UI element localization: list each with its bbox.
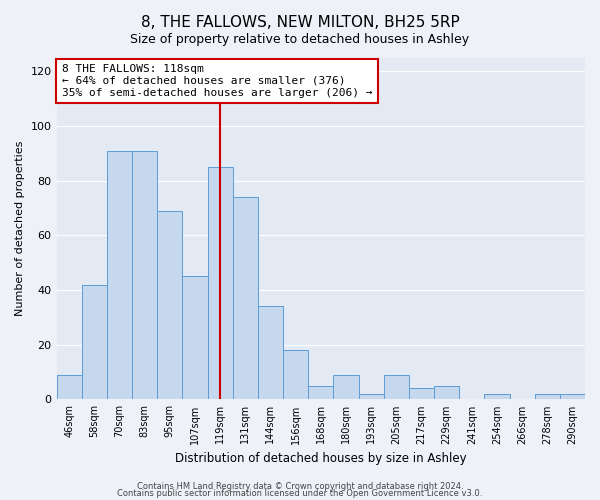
Bar (308, 386, 334, 400)
Y-axis label: Number of detached properties: Number of detached properties (15, 141, 25, 316)
Bar (434, 386, 459, 400)
Bar (208, 167, 233, 400)
Bar (334, 375, 359, 400)
Bar (132, 150, 157, 400)
Bar (157, 210, 182, 400)
Bar (283, 350, 308, 400)
Bar (409, 388, 434, 400)
Text: Size of property relative to detached houses in Ashley: Size of property relative to detached ho… (130, 32, 470, 46)
Bar (535, 394, 560, 400)
Bar (56, 375, 82, 400)
Bar (359, 394, 383, 400)
Bar (182, 276, 208, 400)
Bar (258, 306, 283, 400)
Bar (233, 197, 258, 400)
Text: Contains HM Land Registry data © Crown copyright and database right 2024.: Contains HM Land Registry data © Crown c… (137, 482, 463, 491)
Text: 8 THE FALLOWS: 118sqm
← 64% of detached houses are smaller (376)
35% of semi-det: 8 THE FALLOWS: 118sqm ← 64% of detached … (62, 64, 373, 98)
X-axis label: Distribution of detached houses by size in Ashley: Distribution of detached houses by size … (175, 452, 467, 465)
Bar (383, 375, 409, 400)
Bar (107, 150, 132, 400)
Bar (82, 284, 107, 400)
Text: Contains public sector information licensed under the Open Government Licence v3: Contains public sector information licen… (118, 489, 482, 498)
Bar (484, 394, 509, 400)
Bar (560, 394, 585, 400)
Text: 8, THE FALLOWS, NEW MILTON, BH25 5RP: 8, THE FALLOWS, NEW MILTON, BH25 5RP (140, 15, 460, 30)
